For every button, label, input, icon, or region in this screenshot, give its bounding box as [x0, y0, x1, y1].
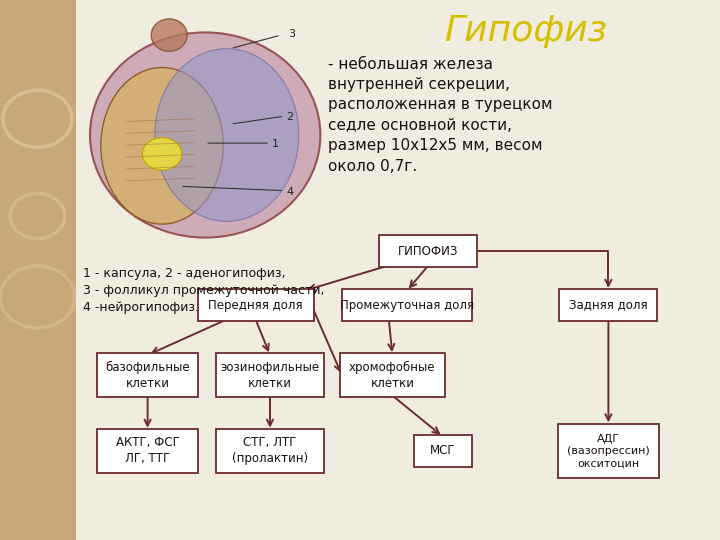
Text: ГИПОФИЗ: ГИПОФИЗ — [398, 245, 459, 258]
Text: 1: 1 — [272, 139, 279, 149]
Text: АКТГ, ФСГ
ЛГ, ТТГ: АКТГ, ФСГ ЛГ, ТТГ — [116, 436, 179, 465]
Text: хромофобные
клетки: хромофобные клетки — [349, 361, 436, 390]
FancyBboxPatch shape — [96, 429, 198, 473]
Ellipse shape — [101, 68, 223, 224]
Text: 3: 3 — [288, 29, 295, 39]
Text: МСГ: МСГ — [430, 444, 456, 457]
Text: 1 - капсула, 2 - аденогипофиз,
3 - фолликул промежуточной части,
4 -нейрогипофиз: 1 - капсула, 2 - аденогипофиз, 3 - фолли… — [83, 267, 324, 314]
Text: Задняя доля: Задняя доля — [569, 299, 648, 312]
Text: Гипофиз: Гипофиз — [444, 14, 607, 48]
FancyBboxPatch shape — [341, 289, 472, 321]
Text: базофильные
клетки: базофильные клетки — [105, 361, 190, 390]
Bar — [0, 0, 76, 540]
FancyBboxPatch shape — [557, 423, 660, 478]
FancyBboxPatch shape — [559, 289, 657, 321]
Text: Промежуточная доля: Промежуточная доля — [340, 299, 474, 312]
Text: СТГ, ЛТГ
(пролактин): СТГ, ЛТГ (пролактин) — [232, 436, 308, 465]
FancyBboxPatch shape — [216, 353, 324, 397]
Text: - небольшая железа
внутренней секреции,
расположенная в турецком
седле основной : - небольшая железа внутренней секреции, … — [328, 57, 552, 174]
FancyBboxPatch shape — [197, 289, 314, 321]
Text: Передняя доля: Передняя доля — [208, 299, 303, 312]
FancyBboxPatch shape — [379, 235, 477, 267]
Ellipse shape — [151, 19, 187, 51]
Text: эозинофильные
клетки: эозинофильные клетки — [220, 361, 320, 390]
Ellipse shape — [90, 32, 320, 238]
FancyBboxPatch shape — [96, 353, 198, 397]
Text: АДГ
(вазопрессин)
окситоцин: АДГ (вазопрессин) окситоцин — [567, 434, 649, 468]
Ellipse shape — [155, 49, 299, 221]
Ellipse shape — [142, 138, 181, 170]
FancyBboxPatch shape — [413, 435, 472, 467]
Text: 2: 2 — [287, 112, 294, 122]
FancyBboxPatch shape — [340, 353, 445, 397]
Text: 4: 4 — [287, 187, 294, 197]
FancyBboxPatch shape — [216, 429, 324, 473]
